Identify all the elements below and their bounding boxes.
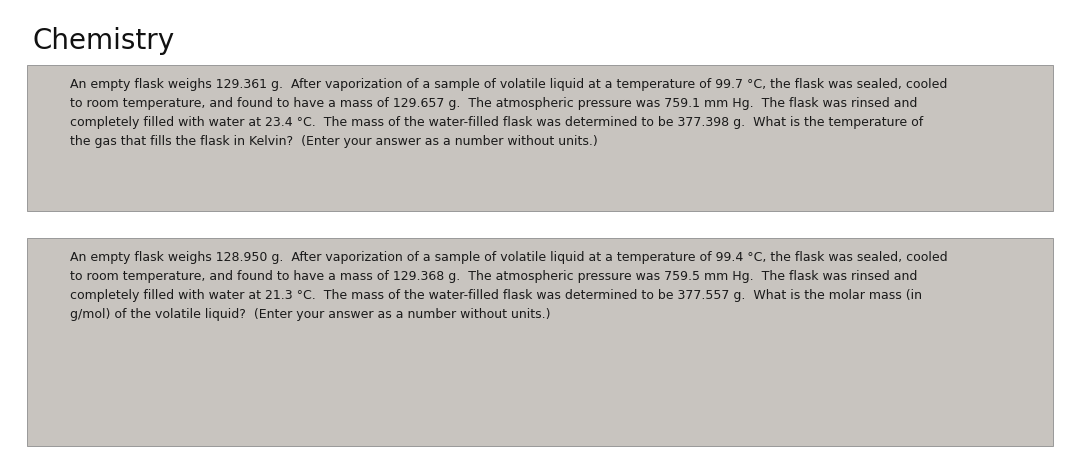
FancyBboxPatch shape — [27, 66, 1053, 212]
Text: Chemistry: Chemistry — [32, 27, 175, 55]
Text: An empty flask weighs 128.950 g.  After vaporization of a sample of volatile liq: An empty flask weighs 128.950 g. After v… — [70, 250, 948, 320]
Text: An empty flask weighs 129.361 g.  After vaporization of a sample of volatile liq: An empty flask weighs 129.361 g. After v… — [70, 77, 947, 147]
FancyBboxPatch shape — [27, 239, 1053, 446]
